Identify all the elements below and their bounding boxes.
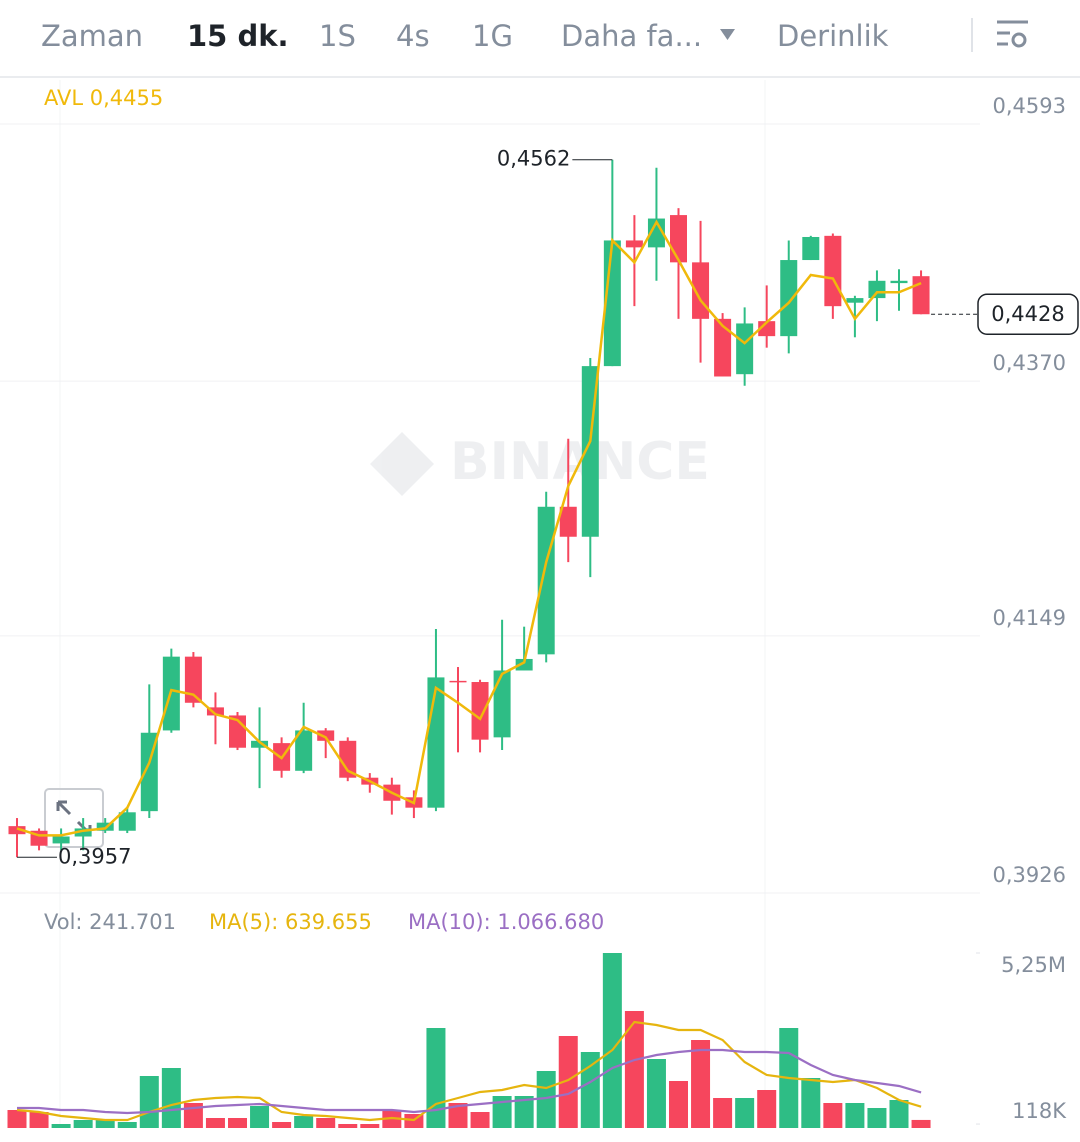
candle-body: [251, 740, 269, 748]
candle-body: [52, 836, 70, 844]
candle-body: [493, 670, 511, 738]
volume-bar: [911, 1119, 931, 1128]
volume-bar: [845, 1103, 865, 1128]
volume-bar: [514, 1096, 534, 1128]
low-label: 0,3957: [58, 844, 131, 868]
candle-body: [471, 682, 489, 740]
volume-bar: [448, 1103, 468, 1128]
candle-body: [824, 235, 842, 307]
more-tab[interactable]: Daha fa...: [561, 19, 702, 53]
watermark: BINANCE: [370, 432, 710, 496]
volume-bar: [228, 1118, 247, 1128]
volume-bar: [691, 1040, 711, 1128]
volume-bar: [139, 1076, 159, 1128]
volume-bar: [73, 1120, 93, 1128]
y-tick-label: 0,4149: [993, 606, 1066, 630]
y-tick-label: 0,3926: [993, 863, 1066, 887]
candle-body: [912, 276, 930, 315]
avl-line: [16, 219, 922, 837]
candle-body: [74, 828, 92, 837]
volume-bar: [51, 1124, 71, 1128]
y-tick-label: 0,4593: [993, 94, 1066, 118]
time-tab[interactable]: 15 dk.: [187, 19, 289, 53]
volume-bar: [735, 1098, 755, 1128]
volume-bar: [7, 1110, 27, 1128]
y-tick-label: 5,25M: [1001, 953, 1066, 977]
candle-body: [8, 826, 26, 835]
candle-body: [670, 215, 687, 263]
volume-bar: [294, 1116, 314, 1128]
candle-body: [890, 280, 908, 284]
candle-body: [846, 298, 864, 303]
candle-body: [317, 730, 335, 741]
candle-body: [714, 318, 732, 377]
volume-bar: [713, 1098, 733, 1128]
candle-body: [559, 506, 577, 537]
candle-body: [647, 218, 665, 248]
candle-body: [736, 323, 754, 375]
volume-bar: [426, 1028, 446, 1128]
depth-tab[interactable]: Derinlik: [777, 19, 889, 53]
volume-bar: [29, 1112, 49, 1128]
volume-bar: [558, 1036, 578, 1128]
candle-body: [515, 658, 533, 671]
volume-bar: [823, 1103, 843, 1128]
volume-bar: [205, 1118, 225, 1128]
volume-bar: [801, 1078, 821, 1128]
volume-bar: [646, 1059, 666, 1128]
candle-body: [339, 740, 357, 778]
candle-body: [802, 236, 820, 261]
volume-bar: [161, 1068, 181, 1128]
candle-body: [118, 812, 136, 831]
volume-legend: Vol: 241.701: [44, 910, 176, 934]
volume-bar: [360, 1124, 380, 1128]
volume-bar: [757, 1090, 777, 1128]
volume-bar: [492, 1096, 512, 1128]
last-price-label: 0,4428: [991, 302, 1064, 326]
volume-bar: [470, 1112, 490, 1128]
time-tab[interactable]: 4s: [396, 19, 430, 53]
candle-body: [184, 656, 202, 703]
volume-bar: [624, 1011, 644, 1128]
volume-bar: [250, 1106, 270, 1128]
candle-body: [427, 677, 445, 808]
volume-bar: [669, 1081, 688, 1128]
header: [0, 18, 1080, 78]
volume-ma-line: [17, 1048, 922, 1115]
last-price-box: [977, 293, 1079, 335]
time-tab[interactable]: Zaman: [41, 19, 143, 53]
volume-bar: [338, 1124, 358, 1128]
candle-body: [295, 730, 313, 771]
y-tick-label: 0,4370: [993, 351, 1066, 375]
indicator-legend: AVL 0,4455: [44, 86, 163, 110]
time-tab[interactable]: 1G: [472, 19, 513, 53]
dropdown-arrow[interactable]: [720, 29, 735, 40]
candle-body: [780, 260, 798, 337]
candle-body: [868, 280, 886, 299]
volume-bar: [117, 1122, 137, 1128]
time-tab[interactable]: 1S: [319, 19, 356, 53]
volume-bar: [580, 1052, 600, 1128]
volume-ma-line: [16, 1020, 922, 1122]
volume-ma-legend: MA(5): 639.655: [209, 910, 372, 934]
candle-body: [625, 240, 643, 248]
candle-body: [206, 707, 224, 716]
candle-body: [537, 506, 555, 655]
volume-bar: [95, 1120, 115, 1128]
settings-icon[interactable]: [997, 20, 1028, 48]
volume-ma-legend: MA(10): 1.066.680: [408, 910, 604, 934]
volume-bar: [867, 1108, 887, 1128]
high-label: 0,4562: [497, 147, 570, 171]
volume-bar: [602, 953, 622, 1128]
volume-bar: [272, 1122, 292, 1128]
volume-bar: [316, 1118, 336, 1128]
y-tick-label: 118K: [1012, 1099, 1067, 1123]
volume-bar: [889, 1100, 909, 1128]
candle-body: [449, 680, 467, 683]
